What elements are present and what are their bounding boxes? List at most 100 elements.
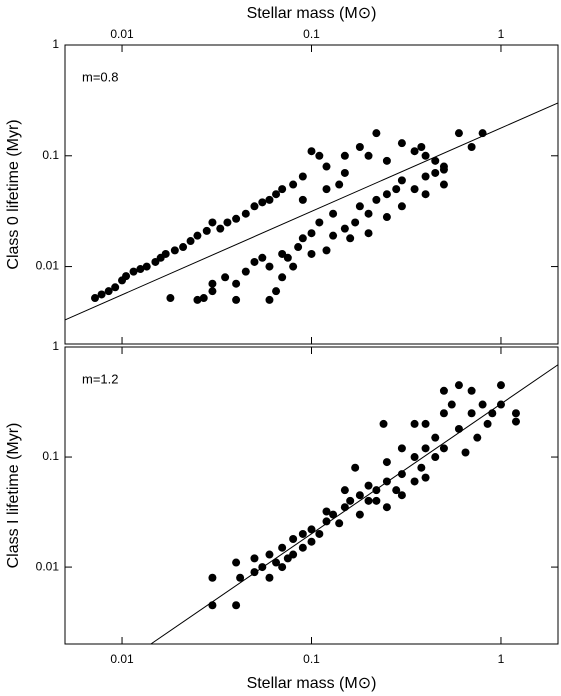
data-point: [421, 444, 430, 453]
data-point: [298, 543, 307, 552]
y-tick-label: 0.01: [36, 559, 60, 573]
data-point: [397, 176, 406, 185]
data-point: [511, 409, 520, 418]
x-axis-title: Stellar mass (M⊙): [247, 675, 377, 692]
data-point: [289, 262, 298, 271]
data-point: [329, 209, 338, 218]
x-tick-label: 1: [498, 27, 505, 41]
data-point: [439, 180, 448, 189]
data-point: [467, 386, 476, 395]
data-point: [289, 550, 298, 559]
data-point: [340, 168, 349, 177]
plot-frame: [64, 44, 559, 345]
data-point: [417, 463, 426, 472]
data-point: [431, 433, 440, 442]
data-point: [496, 400, 505, 409]
data-point: [421, 473, 430, 482]
data-point: [322, 185, 331, 194]
data-point: [421, 151, 430, 160]
data-point: [340, 224, 349, 233]
data-point: [364, 496, 373, 505]
data-point: [397, 470, 406, 479]
data-point: [307, 147, 316, 156]
data-point: [467, 143, 476, 152]
data-point: [161, 249, 170, 258]
data-point: [392, 486, 401, 495]
data-point: [397, 139, 406, 148]
data-point: [382, 477, 391, 486]
data-point: [298, 195, 307, 204]
y-axis-title: Class I lifetime (Myr): [5, 423, 22, 569]
data-point: [340, 151, 349, 160]
data-point: [193, 295, 202, 304]
data-point: [496, 381, 505, 390]
data-point: [447, 400, 456, 409]
annotation: m=1.2: [82, 371, 119, 386]
data-point: [454, 129, 463, 138]
data-point: [186, 237, 195, 246]
data-point: [278, 273, 287, 282]
data-point: [382, 190, 391, 199]
data-point: [421, 172, 430, 181]
data-point: [439, 444, 448, 453]
data-point: [265, 262, 274, 271]
data-point: [236, 573, 245, 582]
data-point: [431, 168, 440, 177]
data-point: [329, 510, 338, 519]
data-point: [232, 558, 241, 567]
data-point: [461, 448, 470, 457]
data-point: [111, 283, 120, 292]
x-tick-label: 0.01: [110, 652, 134, 666]
data-point: [208, 218, 217, 227]
data-point: [221, 273, 230, 282]
data-point: [232, 601, 241, 610]
data-point: [241, 209, 250, 218]
data-point: [351, 463, 360, 472]
data-point: [397, 491, 406, 500]
fit-line: [64, 102, 559, 321]
data-point: [241, 267, 250, 276]
data-point: [511, 417, 520, 426]
data-point: [382, 503, 391, 512]
data-point: [439, 386, 448, 395]
data-point: [478, 400, 487, 409]
data-point: [265, 195, 274, 204]
data-point: [410, 419, 419, 428]
data-point: [478, 129, 487, 138]
data-point: [355, 510, 364, 519]
data-point: [346, 234, 355, 243]
data-point: [372, 496, 381, 505]
data-point: [467, 409, 476, 418]
data-point: [298, 529, 307, 538]
data-point: [289, 534, 298, 543]
data-point: [379, 419, 388, 428]
data-point: [364, 209, 373, 218]
data-point: [298, 234, 307, 243]
data-point: [265, 550, 274, 559]
data-point: [410, 185, 419, 194]
data-point: [488, 409, 497, 418]
data-point: [216, 224, 225, 233]
data-point: [208, 601, 217, 610]
data-point: [122, 272, 131, 281]
data-point: [410, 477, 419, 486]
data-point: [322, 507, 331, 516]
data-point: [410, 147, 419, 156]
data-point: [232, 214, 241, 223]
data-point: [322, 162, 331, 171]
data-point: [473, 433, 482, 442]
data-point: [346, 496, 355, 505]
data-point: [272, 190, 281, 199]
data-point: [439, 165, 448, 174]
data-point: [232, 279, 241, 288]
data-point: [454, 424, 463, 433]
data-point: [382, 458, 391, 467]
data-point: [372, 195, 381, 204]
data-point: [382, 156, 391, 165]
plot-frame: [64, 346, 559, 645]
data-point: [417, 143, 426, 152]
data-point: [278, 563, 287, 572]
data-point: [322, 246, 331, 255]
y-tick-label: 0.1: [42, 449, 59, 463]
